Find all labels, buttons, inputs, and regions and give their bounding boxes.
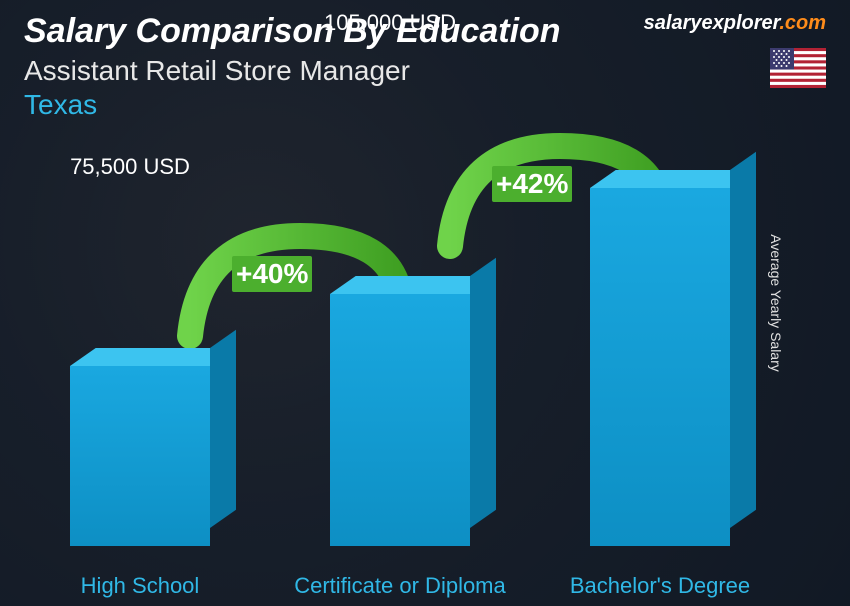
brand-logo: salaryexplorer.com <box>644 12 826 35</box>
bar-value: 105,000 USD <box>290 10 490 36</box>
bar-side-face <box>470 258 496 528</box>
bar-side-face <box>730 152 756 528</box>
flag-icon <box>770 48 826 88</box>
pct-badge-1: +40% <box>232 256 312 292</box>
bar-front-face <box>590 188 730 546</box>
bar-high-school: 75,500 USD High School <box>60 366 220 546</box>
bar-label: Bachelor's Degree <box>550 573 770 598</box>
page-subtitle: Assistant Retail Store Manager <box>24 55 826 87</box>
bar-value: 75,500 USD <box>30 154 230 180</box>
bar-front-face <box>330 294 470 546</box>
bar-side-face <box>210 330 236 528</box>
pct-badge-2: +42% <box>492 166 572 202</box>
brand-name: salaryexplorer <box>644 12 780 34</box>
bar-certificate: 105,000 USD Certificate or Diploma <box>320 294 480 546</box>
brand-suffix: .com <box>779 12 826 34</box>
bar-front-face <box>70 366 210 546</box>
bar-label: High School <box>30 573 250 598</box>
bar-bachelor: 149,000 USD Bachelor's Degree <box>580 188 740 546</box>
bar-chart: +40% +42% 75,500 USD High School 105,000… <box>0 86 850 606</box>
bar-label: Certificate or Diploma <box>290 573 510 598</box>
